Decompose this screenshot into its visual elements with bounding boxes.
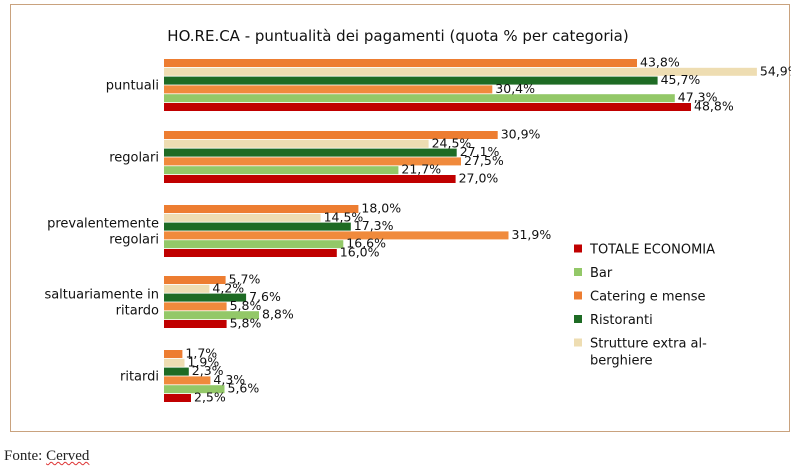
bar — [164, 131, 498, 139]
source-name: Cerved — [46, 448, 90, 464]
bar — [164, 139, 429, 148]
legend-label: berghiere — [590, 354, 653, 369]
category-label: regolari — [109, 233, 159, 248]
data-label: 31,9% — [512, 227, 552, 242]
data-label: 54,9% — [760, 63, 791, 78]
chart-frame: HO.RE.CA - puntualità dei pagamenti (quo… — [10, 4, 791, 432]
bar — [164, 94, 675, 103]
data-label: 14,5% — [324, 209, 364, 224]
data-label: 4,2% — [212, 280, 244, 295]
data-label: 30,9% — [501, 127, 541, 142]
bar — [164, 166, 399, 175]
data-label: 7,6% — [249, 289, 281, 304]
bar — [164, 350, 183, 358]
category-label: regolari — [109, 151, 159, 166]
bar — [164, 222, 351, 231]
data-label: 8,8% — [262, 307, 294, 322]
category-label: ritardo — [116, 304, 159, 319]
data-label: 5,6% — [228, 381, 260, 396]
bar — [164, 59, 637, 67]
data-label: 27,5% — [464, 153, 504, 168]
data-labels: 43,8% 54,9% 45,7% 30,4% 47,3%48,8% 30,9% 24,5%… — [185, 55, 791, 405]
category-label: prevalentemente — [47, 217, 159, 232]
bar — [164, 76, 658, 85]
data-label: 4,3% — [213, 372, 245, 387]
data-label: 27,0% — [459, 171, 499, 186]
bar — [164, 394, 191, 402]
data-label: 16,0% — [340, 245, 380, 260]
legend-swatch — [574, 315, 582, 323]
legend-label: Strutture extra al- — [590, 337, 707, 352]
data-label: 47,3% — [678, 90, 718, 105]
legend-label: Ristoranti — [590, 313, 653, 328]
data-label: 43,8% — [640, 55, 680, 70]
bar — [164, 385, 225, 394]
bar — [164, 284, 210, 293]
legend: TOTALE ECONOMIA Bar Catering e mense Ristor… — [574, 243, 715, 369]
legend-swatch — [574, 291, 582, 300]
legend-label: TOTALE ECONOMIA — [589, 243, 715, 258]
bar — [164, 205, 359, 213]
data-label: 30,4% — [495, 81, 535, 96]
bar — [164, 293, 247, 302]
bar — [164, 85, 493, 94]
data-label: 24,5% — [432, 135, 472, 150]
data-label: 2,5% — [194, 390, 226, 405]
legend-label: Bar — [590, 266, 613, 281]
bar — [164, 148, 457, 157]
data-label: 48,8% — [694, 99, 734, 114]
bar — [164, 302, 227, 311]
data-label: 17,3% — [354, 218, 394, 233]
data-label: 18,0% — [361, 201, 401, 216]
bar — [164, 311, 259, 320]
data-label: 21,7% — [401, 162, 441, 177]
data-label: 5,8% — [230, 298, 262, 313]
bar — [164, 358, 185, 367]
bar — [164, 175, 456, 183]
data-label: 1,7% — [185, 346, 217, 361]
bar — [164, 367, 189, 376]
bar — [164, 157, 461, 166]
data-label: 5,7% — [229, 272, 261, 287]
data-label: 45,7% — [661, 72, 701, 87]
category-label: ritardi — [120, 370, 159, 385]
data-label: 1,9% — [188, 354, 220, 369]
legend-swatch — [574, 244, 582, 253]
data-label: 16,6% — [346, 236, 386, 251]
bar — [164, 103, 691, 111]
data-label: 2,3% — [192, 363, 224, 378]
bar — [164, 249, 337, 257]
legend-swatch — [574, 338, 582, 347]
legend-swatch — [574, 268, 582, 276]
data-label: 5,8% — [230, 316, 262, 331]
bar — [164, 276, 226, 284]
bars — [164, 59, 757, 402]
bar — [164, 240, 344, 249]
bar — [164, 213, 321, 222]
source-note: Fonte: Cerved — [4, 448, 89, 465]
bar — [164, 231, 509, 240]
category-label: saltuariamente in — [44, 288, 159, 303]
chart-title: HO.RE.CA - puntualità dei pagamenti (quo… — [167, 27, 628, 45]
category-label: puntuali — [106, 79, 159, 94]
bar — [164, 320, 227, 328]
bar-chart: HO.RE.CA - puntualità dei pagamenti (quo… — [44, 27, 791, 405]
bar — [164, 376, 211, 385]
bar — [164, 67, 757, 76]
data-label: 27,1% — [460, 144, 500, 159]
source-prefix: Fonte: — [4, 448, 47, 464]
legend-label: Catering e mense — [590, 290, 706, 305]
category-labels: puntualiregolariprevalentementeregolaris… — [44, 79, 159, 385]
